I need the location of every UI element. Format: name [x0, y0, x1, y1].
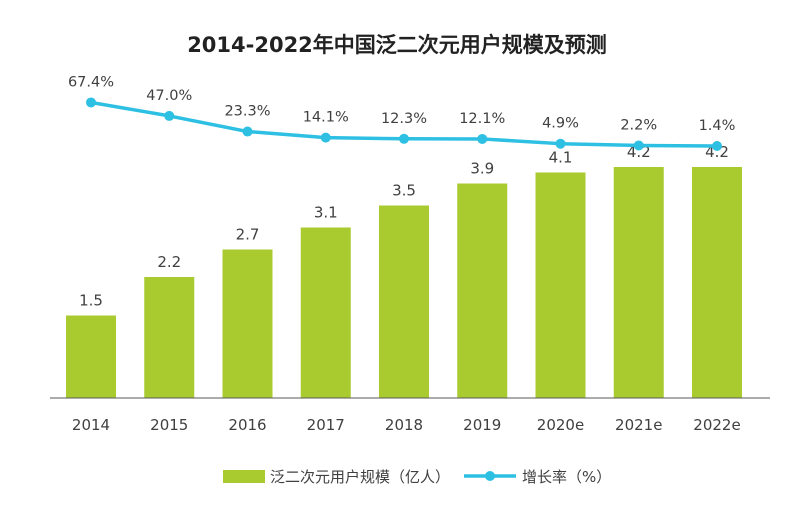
growth-rate-data-labels: 67.4% 47.0% 23.3% 14.1% 12.3% 12.1% 4.9% 2.2% 1.… [68, 74, 735, 134]
bar-2021e [613, 167, 664, 398]
x-tick-2022e: 2022e [693, 416, 740, 434]
x-tick-2020e: 2020e [537, 416, 584, 434]
x-tick-2016: 2016 [228, 416, 266, 434]
growth-point-2020e [555, 138, 566, 149]
chart-title: 2014-2022年中国泛二次元用户规模及预测 [187, 33, 607, 57]
bar-label-2015: 2.2 [157, 253, 181, 271]
bar-2016 [222, 249, 273, 398]
x-tick-2015: 2015 [150, 416, 188, 434]
bar-label-2016: 2.7 [236, 226, 260, 244]
growth-label-2014: 67.4% [68, 74, 114, 90]
legend: 泛二次元用户规模（亿人） 增长率（%） [223, 468, 611, 486]
growth-point-2015 [164, 110, 175, 121]
growth-label-2015: 47.0% [146, 88, 192, 104]
growth-label-2019: 12.1% [459, 111, 505, 127]
growth-label-2021e: 2.2% [620, 117, 657, 133]
x-axis-tick-labels: 2014 2015 2016 2017 2018 2019 2020e 2021e 2022e [72, 416, 741, 434]
legend-line-marker [485, 471, 495, 481]
growth-label-2017: 14.1% [303, 110, 349, 126]
bar-2017 [300, 227, 351, 398]
bar-label-2014: 1.5 [79, 292, 103, 310]
bar-label-2017: 3.1 [314, 204, 338, 222]
bar-2015 [144, 277, 195, 398]
growth-label-2022e: 1.4% [699, 118, 736, 134]
legend-bar-swatch [223, 470, 265, 483]
bar-label-2020e: 4.1 [549, 149, 573, 167]
x-tick-2018: 2018 [385, 416, 423, 434]
growth-point-2021e [633, 140, 644, 151]
bar-2019 [457, 183, 508, 398]
x-tick-2017: 2017 [307, 416, 345, 434]
bar-2018 [379, 205, 429, 398]
growth-label-2016: 23.3% [224, 104, 270, 120]
growth-point-2017 [320, 132, 331, 143]
legend-line-label: 增长率（%） [522, 468, 611, 486]
growth-point-2018 [399, 133, 409, 144]
growth-point-2022e [712, 141, 722, 151]
growth-point-2014 [86, 97, 96, 108]
bar-2020e [535, 172, 586, 398]
bar-label-2019: 3.9 [470, 160, 494, 178]
bar-2014 [66, 315, 116, 398]
x-tick-2019: 2019 [463, 416, 501, 434]
growth-label-2018: 12.3% [381, 111, 427, 127]
growth-point-2016 [242, 126, 253, 137]
growth-label-2020e: 4.9% [542, 116, 579, 132]
bar-label-2018: 3.5 [392, 182, 416, 200]
growth-rate-series [86, 97, 722, 151]
bar-label-2021e: 4.2 [627, 143, 651, 161]
legend-bar-label: 泛二次元用户规模（亿人） [270, 468, 450, 486]
x-tick-2021e: 2021e [615, 416, 662, 434]
growth-point-2019 [477, 133, 488, 144]
bar-series [66, 167, 742, 398]
x-tick-2014: 2014 [72, 416, 110, 434]
bar-2022e [692, 167, 742, 398]
